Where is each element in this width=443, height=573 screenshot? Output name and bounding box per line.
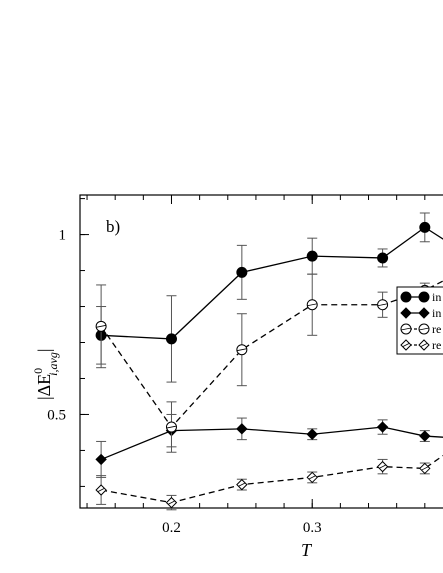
panel-label: b) [106, 217, 120, 236]
series-layer [95, 212, 443, 511]
data-point [306, 428, 318, 440]
data-point [419, 430, 431, 442]
data-point-stroke [309, 475, 316, 480]
legend-marker [400, 307, 412, 319]
series-line [100, 280, 443, 429]
y-axis-title-sup: 0 [31, 368, 45, 374]
legend-marker-stroke [402, 343, 410, 347]
y-axis-title: |ΔE0i,avg| [31, 349, 60, 400]
axes [79, 194, 443, 509]
x-tick-label: 0.3 [303, 520, 322, 536]
data-point-stroke [421, 466, 428, 471]
legend-label: in [432, 290, 441, 304]
legend-marker [418, 307, 430, 319]
legend-label: re [432, 338, 441, 352]
data-point-stroke [377, 303, 388, 307]
data-point [165, 333, 177, 345]
y-tick-label: 0.5 [47, 407, 66, 423]
data-point-stroke [166, 425, 177, 429]
data-point-stroke [96, 324, 107, 328]
y-axis-title-main: |ΔE [34, 374, 54, 400]
data-point [236, 423, 248, 435]
series-3 [95, 273, 443, 453]
plot-frame [79, 194, 443, 509]
data-point-stroke [379, 464, 386, 469]
y-axis-title-sub: i,avg [46, 352, 60, 376]
legend: in in re re [396, 286, 443, 355]
series-line [101, 226, 443, 340]
x-tick-label: 0.2 [162, 520, 181, 536]
legend-label: re [432, 322, 441, 336]
data-point-stroke [97, 488, 105, 492]
series-4 [95, 454, 443, 511]
series-1 [95, 212, 443, 383]
legend-marker-stroke [418, 327, 430, 331]
data-point [377, 252, 389, 264]
y-axis-title-close: | [34, 349, 54, 353]
data-point-stroke [238, 482, 246, 487]
data-point [95, 453, 107, 466]
ticks: 0.20.30.40.51 [47, 195, 426, 536]
legend-marker-stroke [420, 343, 428, 347]
data-point [306, 250, 318, 262]
series-line [100, 426, 443, 461]
data-point-stroke [307, 303, 318, 307]
legend-marker-stroke [400, 327, 412, 331]
data-point-stroke [236, 348, 247, 352]
series-2 [95, 413, 443, 478]
series-line [100, 454, 443, 504]
data-point [376, 421, 389, 433]
legend-marker [400, 291, 412, 303]
legend-marker [418, 291, 430, 303]
legend-label: in [432, 306, 441, 320]
y-tick-label: 1 [59, 228, 67, 244]
data-point-stroke [168, 500, 175, 505]
data-point [419, 221, 431, 233]
data-point [236, 266, 248, 278]
x-axis-title: T [301, 540, 313, 560]
